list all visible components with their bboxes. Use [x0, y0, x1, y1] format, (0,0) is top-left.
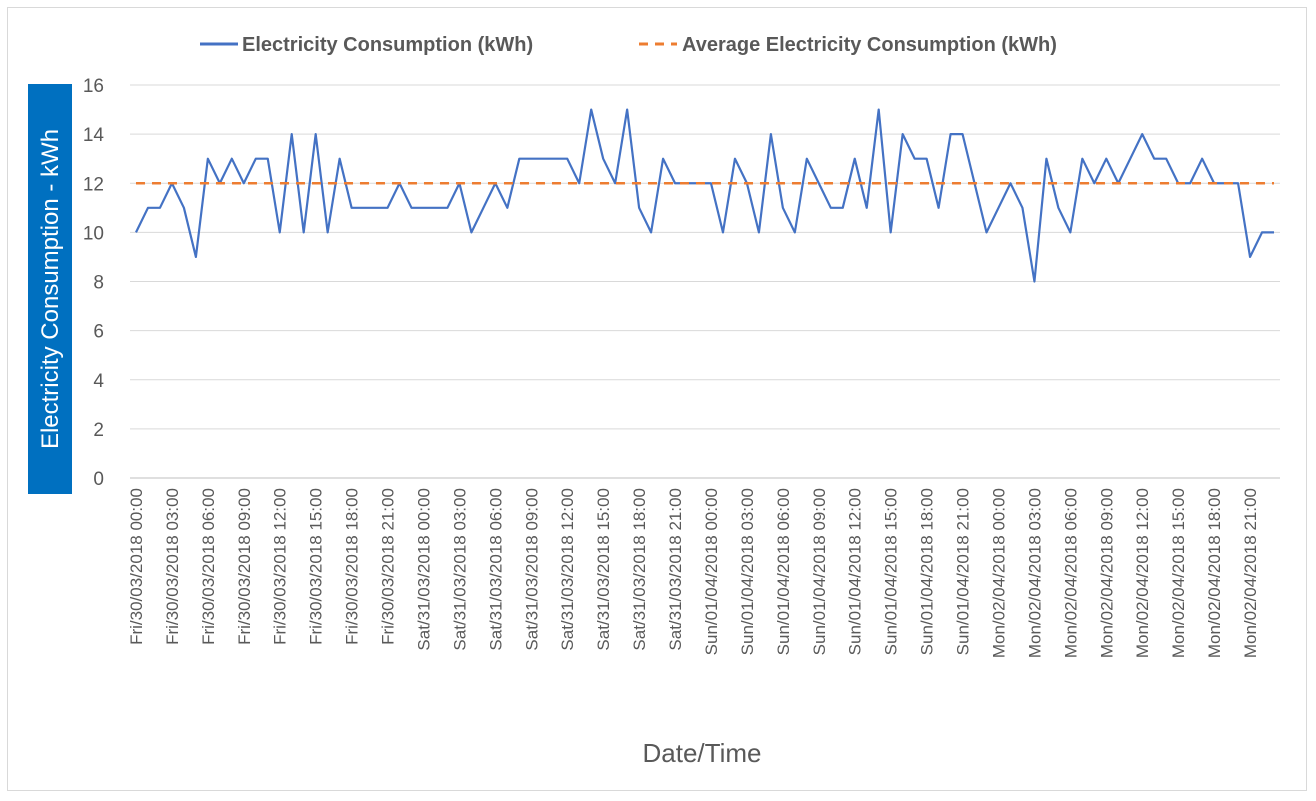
chart-frame: [7, 7, 1307, 791]
x-tick-label: Sat/31/03/2018 06:00: [486, 488, 505, 651]
y-tick-label: 4: [93, 371, 104, 392]
y-axis-title-text: Electricity Consumption - kWh: [37, 129, 64, 449]
x-tick-label: Fri/30/03/2018 18:00: [343, 488, 362, 645]
x-tick-label: Sun/01/04/2018 15:00: [882, 488, 901, 655]
x-tick-label: Sat/31/03/2018 12:00: [558, 488, 577, 651]
x-tick-label: Mon/02/04/2018 18:00: [1205, 488, 1224, 658]
y-tick-label: 6: [93, 322, 104, 343]
x-axis-ticks: Fri/30/03/2018 00:00 Fri/30/03/2018 03:00…: [127, 488, 1260, 658]
legend-item-consumption: Electricity Consumption (kWh): [200, 34, 533, 56]
y-tick-label: 14: [83, 125, 105, 146]
x-tick-label: Sat/31/03/2018 09:00: [522, 488, 541, 651]
x-tick-label: Sun/01/04/2018 00:00: [702, 488, 721, 655]
y-axis-title-background: [28, 84, 72, 494]
x-tick-label: Sat/31/03/2018 21:00: [666, 488, 685, 651]
y-tick-label: 2: [93, 420, 104, 441]
y-tick-label: 12: [83, 174, 104, 195]
y-axis-title: Electricity Consumption - kWh: [28, 84, 72, 494]
y-tick-label: 8: [93, 273, 104, 294]
x-tick-label: Mon/02/04/2018 03:00: [1025, 488, 1044, 658]
y-tick-label: 16: [83, 76, 104, 97]
x-axis-title: Date/Time: [643, 738, 762, 768]
x-tick-label: Fri/30/03/2018 15:00: [307, 488, 326, 645]
x-tick-label: Fri/30/03/2018 09:00: [235, 488, 254, 645]
x-tick-label: Sun/01/04/2018 06:00: [774, 488, 793, 655]
x-tick-label: Sat/31/03/2018 00:00: [414, 488, 433, 651]
x-tick-label: Fri/30/03/2018 06:00: [199, 488, 218, 645]
x-tick-label: Sun/01/04/2018 12:00: [846, 488, 865, 655]
x-tick-label: Sun/01/04/2018 03:00: [738, 488, 757, 655]
x-tick-label: Mon/02/04/2018 09:00: [1097, 488, 1116, 658]
x-tick-label: Mon/02/04/2018 00:00: [989, 488, 1008, 658]
x-tick-label: Sat/31/03/2018 15:00: [594, 488, 613, 651]
x-tick-label: Sun/01/04/2018 21:00: [954, 488, 973, 655]
x-tick-label: Mon/02/04/2018 06:00: [1061, 488, 1080, 658]
x-tick-label: Sun/01/04/2018 18:00: [918, 488, 937, 655]
series-lines: [135, 108, 1275, 283]
legend-label-consumption: Electricity Consumption (kWh): [242, 34, 533, 56]
legend-label-average: Average Electricity Consumption (kWh): [682, 34, 1057, 56]
y-tick-label: 10: [83, 223, 104, 244]
x-tick-label: Sun/01/04/2018 09:00: [810, 488, 829, 655]
x-tick-label: Fri/30/03/2018 00:00: [127, 488, 146, 645]
y-axis-ticks: 0 2 4 6 8 10 12 14 16: [83, 76, 105, 490]
x-tick-label: Mon/02/04/2018 12:00: [1133, 488, 1152, 658]
series-line-consumption: [135, 108, 1275, 283]
x-tick-label: Mon/02/04/2018 21:00: [1241, 488, 1260, 658]
x-tick-label: Fri/30/03/2018 03:00: [163, 488, 182, 645]
legend-item-average: Average Electricity Consumption (kWh): [639, 34, 1057, 56]
x-tick-label: Mon/02/04/2018 15:00: [1169, 488, 1188, 658]
y-tick-label: 0: [93, 469, 104, 490]
x-tick-label: Sat/31/03/2018 18:00: [630, 488, 649, 651]
x-tick-label: Fri/30/03/2018 12:00: [271, 488, 290, 645]
gridlines: [130, 84, 1280, 430]
x-tick-label: Sat/31/03/2018 03:00: [450, 488, 469, 651]
legend: Electricity Consumption (kWh) Average El…: [200, 34, 1057, 56]
x-tick-label: Fri/30/03/2018 21:00: [379, 488, 398, 645]
